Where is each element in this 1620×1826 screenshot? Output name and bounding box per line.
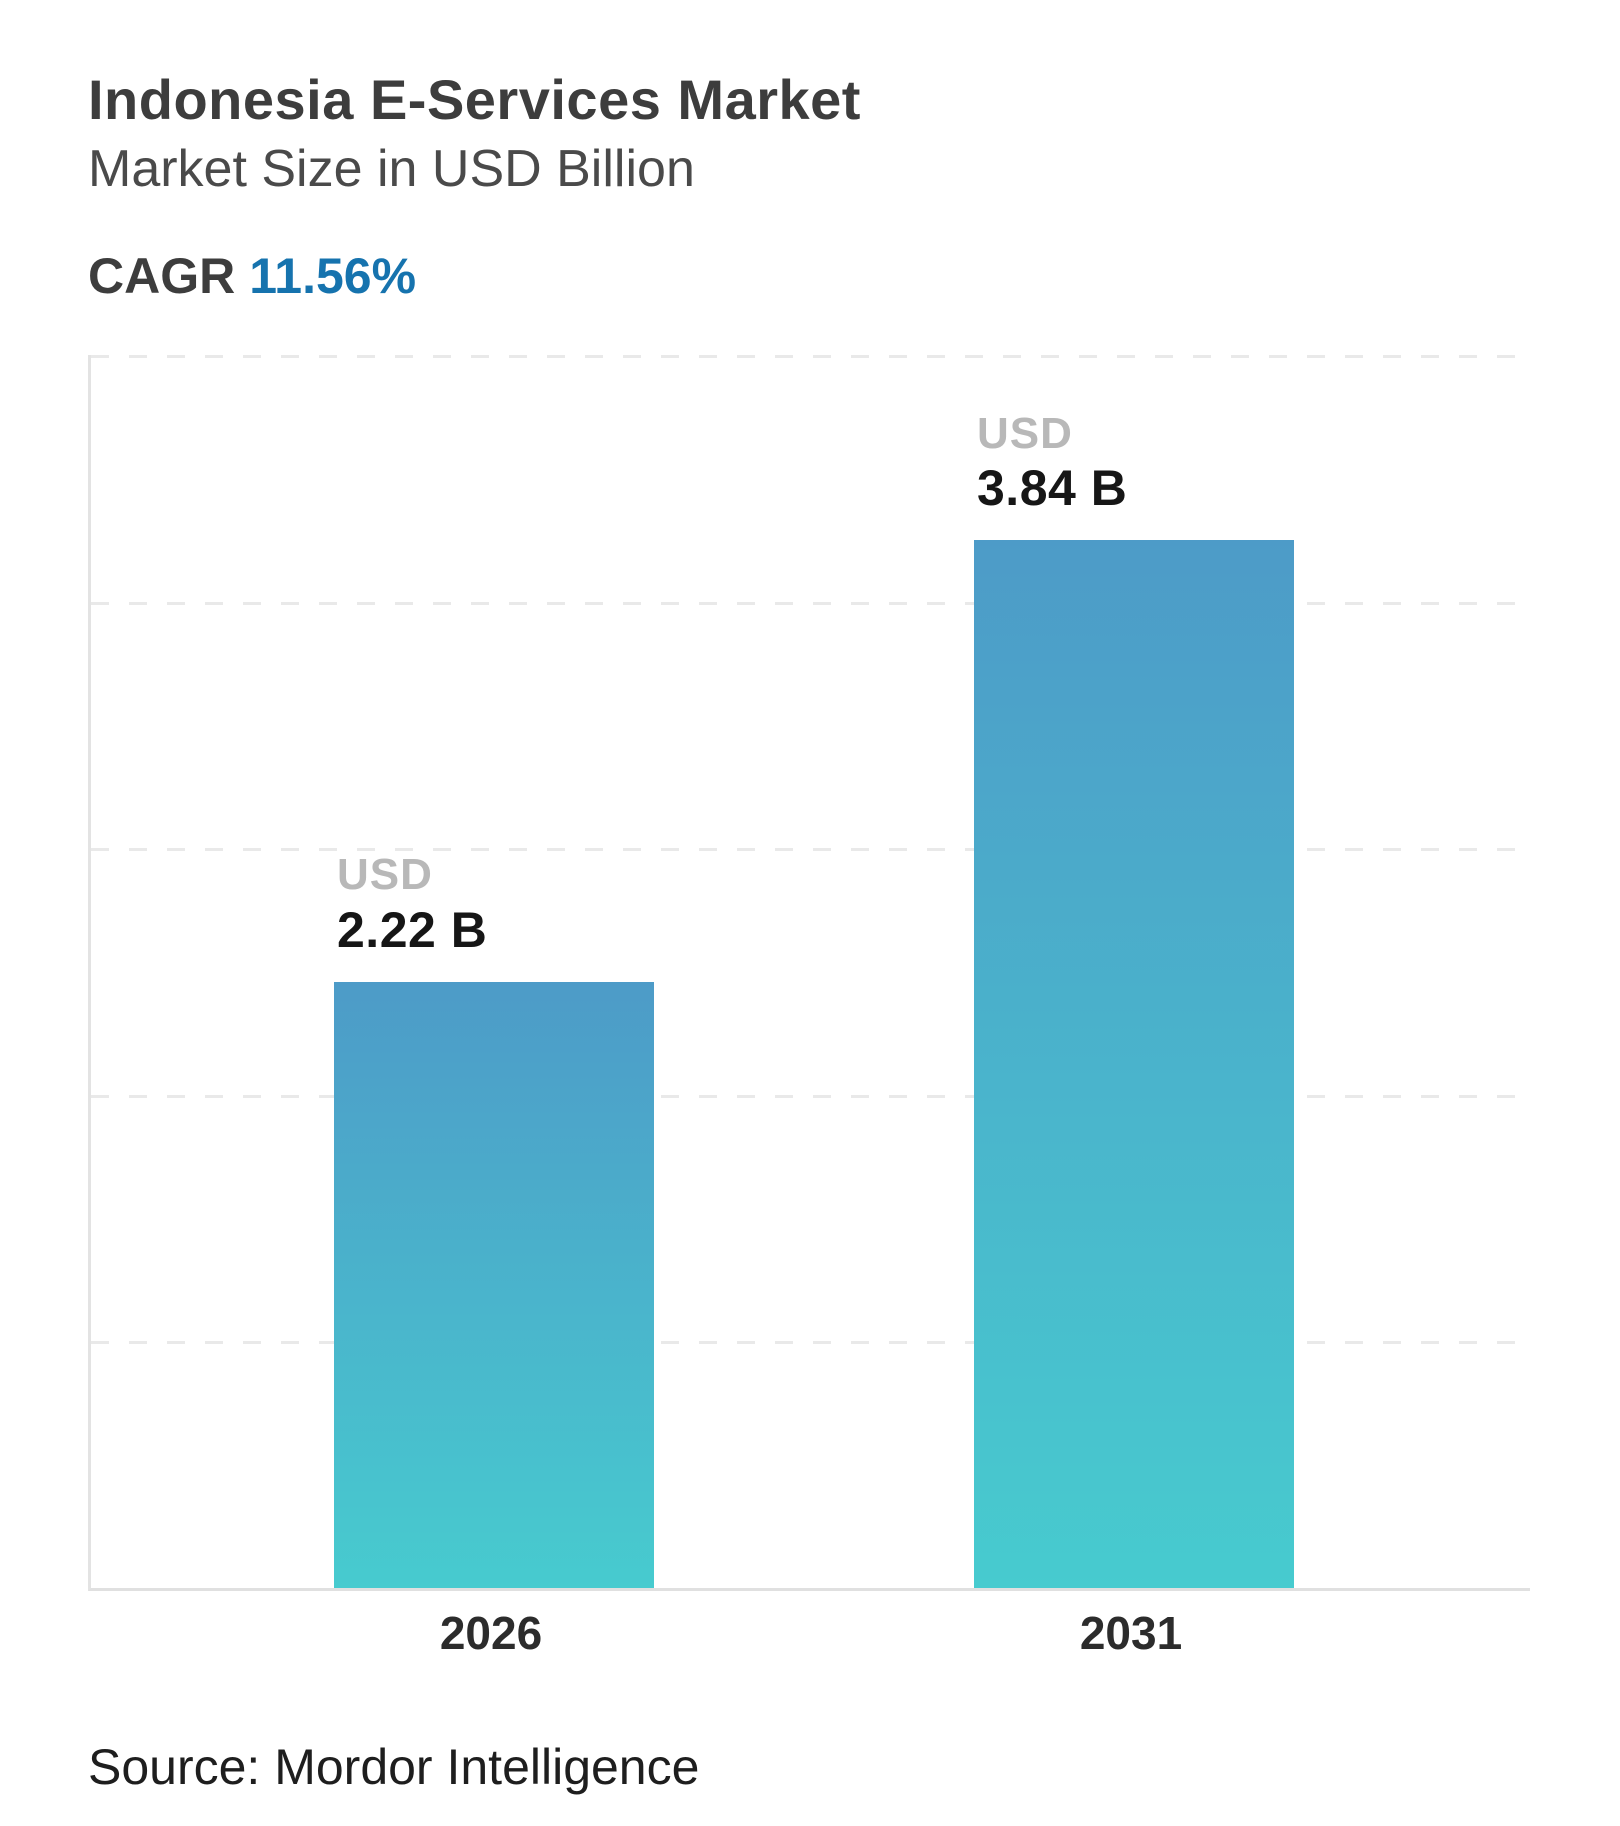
plot-area: USD 2.22 B USD 3.84 B xyxy=(88,355,1530,1591)
cagr-line: CAGR 11.56% xyxy=(88,248,416,306)
bar-value-label: 3.84 B xyxy=(977,460,1128,517)
x-axis-label-2031: 2031 xyxy=(1079,1607,1183,1659)
chart-title: Indonesia E-Services Market xyxy=(88,68,861,131)
gridline xyxy=(91,1094,1530,1098)
gridline xyxy=(91,355,1530,358)
bar-unit-label: USD xyxy=(977,408,1073,458)
bar-2026 xyxy=(334,982,654,1588)
gridline xyxy=(91,848,1530,852)
bar-group-2031: USD 3.84 B xyxy=(974,355,1294,1588)
bar-group-2026: USD 2.22 B xyxy=(334,355,654,1588)
chart-subtitle: Market Size in USD Billion xyxy=(88,140,695,198)
bar-label-2031: USD 3.84 B xyxy=(977,408,1127,519)
bar-unit-label: USD xyxy=(337,850,433,900)
cagr-label: CAGR xyxy=(88,248,236,304)
cagr-value: 11.56% xyxy=(249,248,417,304)
gridline xyxy=(91,601,1530,605)
source-attribution: Source: Mordor Intelligence xyxy=(88,1739,700,1795)
bar-value-label: 2.22 B xyxy=(337,902,488,959)
x-axis-label-2026: 2026 xyxy=(439,1607,543,1659)
gridline xyxy=(91,1341,1530,1345)
bar-2031 xyxy=(974,540,1294,1588)
bar-label-2026: USD 2.22 B xyxy=(337,849,487,960)
